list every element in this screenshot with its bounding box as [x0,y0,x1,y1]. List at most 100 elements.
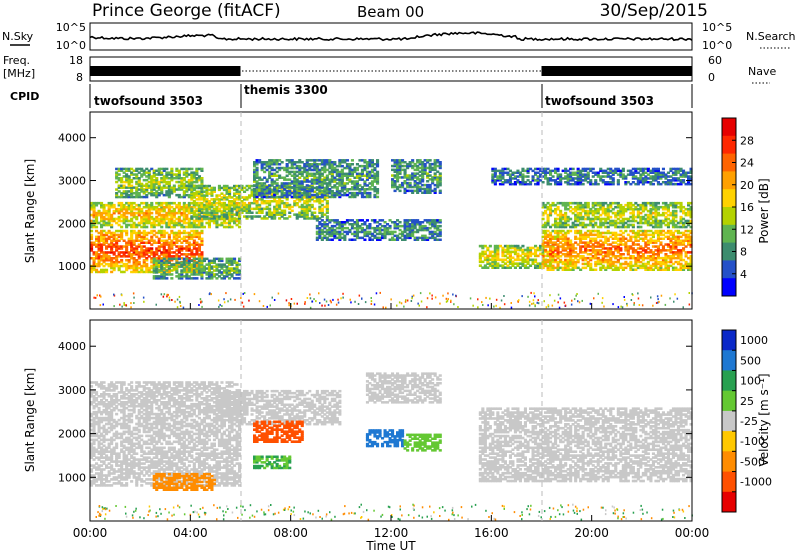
power-cell-1288 [142,188,146,191]
power-cell-273 [135,233,139,237]
power-cell-2243 [288,203,292,207]
power-cell-848 [147,213,151,217]
power-cell-3860 [546,254,550,258]
power-cell-3965 [556,255,560,258]
power-cell-4371 [634,268,638,271]
power-cell-4431 [644,249,648,252]
power-cell-356 [150,243,154,246]
power-cell-271 [135,237,139,241]
power-cell-1771 [235,263,239,266]
power-cell-3923 [549,255,553,258]
power-cell-3566 [423,187,427,191]
power-cell-4212 [601,256,605,260]
power-cell-775 [127,207,131,211]
nave-tick-high: 60 [708,54,722,67]
power-cell-635 [200,251,204,254]
power-cell-2994 [365,188,369,191]
power-cell-2460 [260,178,264,181]
power-cell-777 [127,203,131,207]
power-cell-4954 [619,213,623,217]
power-cell-4734 [556,223,560,227]
power-cell-1369 [160,167,164,171]
power-cell-1605 [180,271,184,274]
power-cell-2840 [335,191,339,195]
power-cell-3017 [368,161,372,164]
power-cell-2902 [345,166,349,170]
power-cell-4015 [564,239,568,242]
power-cell-3431 [393,168,397,172]
power-cell-4363 [631,251,635,254]
power-cell-312 [142,251,146,254]
power-cell-3423 [393,189,397,193]
power-cell-383 [155,247,159,250]
power-cell-3973 [556,237,560,240]
power-cell-3854 [544,254,548,258]
power-cell-2962 [358,174,362,177]
power-cell-3595 [428,168,432,172]
power-cell-641 [200,229,204,233]
power-cell-2343 [310,205,314,209]
power-cell-3070 [318,228,322,232]
power-cell-839 [145,211,149,215]
power-cell-1176 [115,177,119,180]
power-cell-4031 [566,243,570,246]
power-cell-260 [135,266,139,270]
power-cell-3400 [436,232,440,236]
power-cell-1382 [165,186,169,189]
power-cell-620 [197,255,201,258]
power-cell-277 [137,262,141,266]
power-cell-1182 [117,190,121,193]
power-cell-4770 [564,201,568,205]
power-cell-1648 [195,257,199,261]
power-cell-3331 [411,221,415,224]
power-cell-165 [117,264,121,268]
power-cell-3748 [508,246,512,250]
power-cell-127 [110,243,114,246]
power-cell-953 [175,221,179,225]
power-cell-2951 [355,174,359,177]
power-cell-477 [170,229,174,233]
power-cell-706 [107,219,111,223]
power-cell-1578 [167,257,171,261]
power-cell-4127 [586,262,590,266]
power-cell-513 [177,229,181,233]
cpid-segment-1: twofsound 3503 [94,94,203,108]
power-cell-3811 [529,248,533,252]
power-cell-125 [110,247,114,250]
power-cell-3936 [551,264,555,268]
power-cell-4659 [687,268,691,271]
power-cell-2 [90,266,94,270]
power-cell-2485 [268,195,272,199]
power-cell-1819 [197,209,201,212]
power-cell-2978 [363,195,367,199]
power-cell-4776 [566,203,570,207]
power-cell-3460 [398,161,402,164]
power-cell-2494 [268,166,272,170]
power-cell-4448 [646,243,650,246]
power-cell-3289 [398,224,402,228]
power-cell-111 [107,243,111,246]
power-cell-2112 [260,200,264,203]
power-cell-1171 [115,195,119,199]
power-cell-4583 [671,247,675,250]
power-cell-4091 [579,249,583,252]
power-cell-2135 [265,194,269,197]
power-cell-4572 [669,237,673,240]
power-cell-1593 [175,263,179,266]
power-cell-4602 [674,237,678,240]
power-cell-1667 [202,271,206,274]
power-cell-208 [125,243,129,246]
power-cell-2770 [323,188,327,191]
power-cell-407 [160,257,164,260]
power-cell-3489 [406,166,410,170]
power-cell-4622 [679,264,683,268]
power-cell-1835 [200,201,204,205]
power-cell-3055 [376,164,380,168]
power-cell-4285 [614,235,618,239]
power-cell-4645 [682,231,686,235]
power-cell-2620 [295,191,299,195]
power-cell-4560 [666,229,670,233]
power-cell-2802 [328,178,332,181]
power-cell-3628 [436,170,440,173]
power-cell-1246 [132,192,136,195]
